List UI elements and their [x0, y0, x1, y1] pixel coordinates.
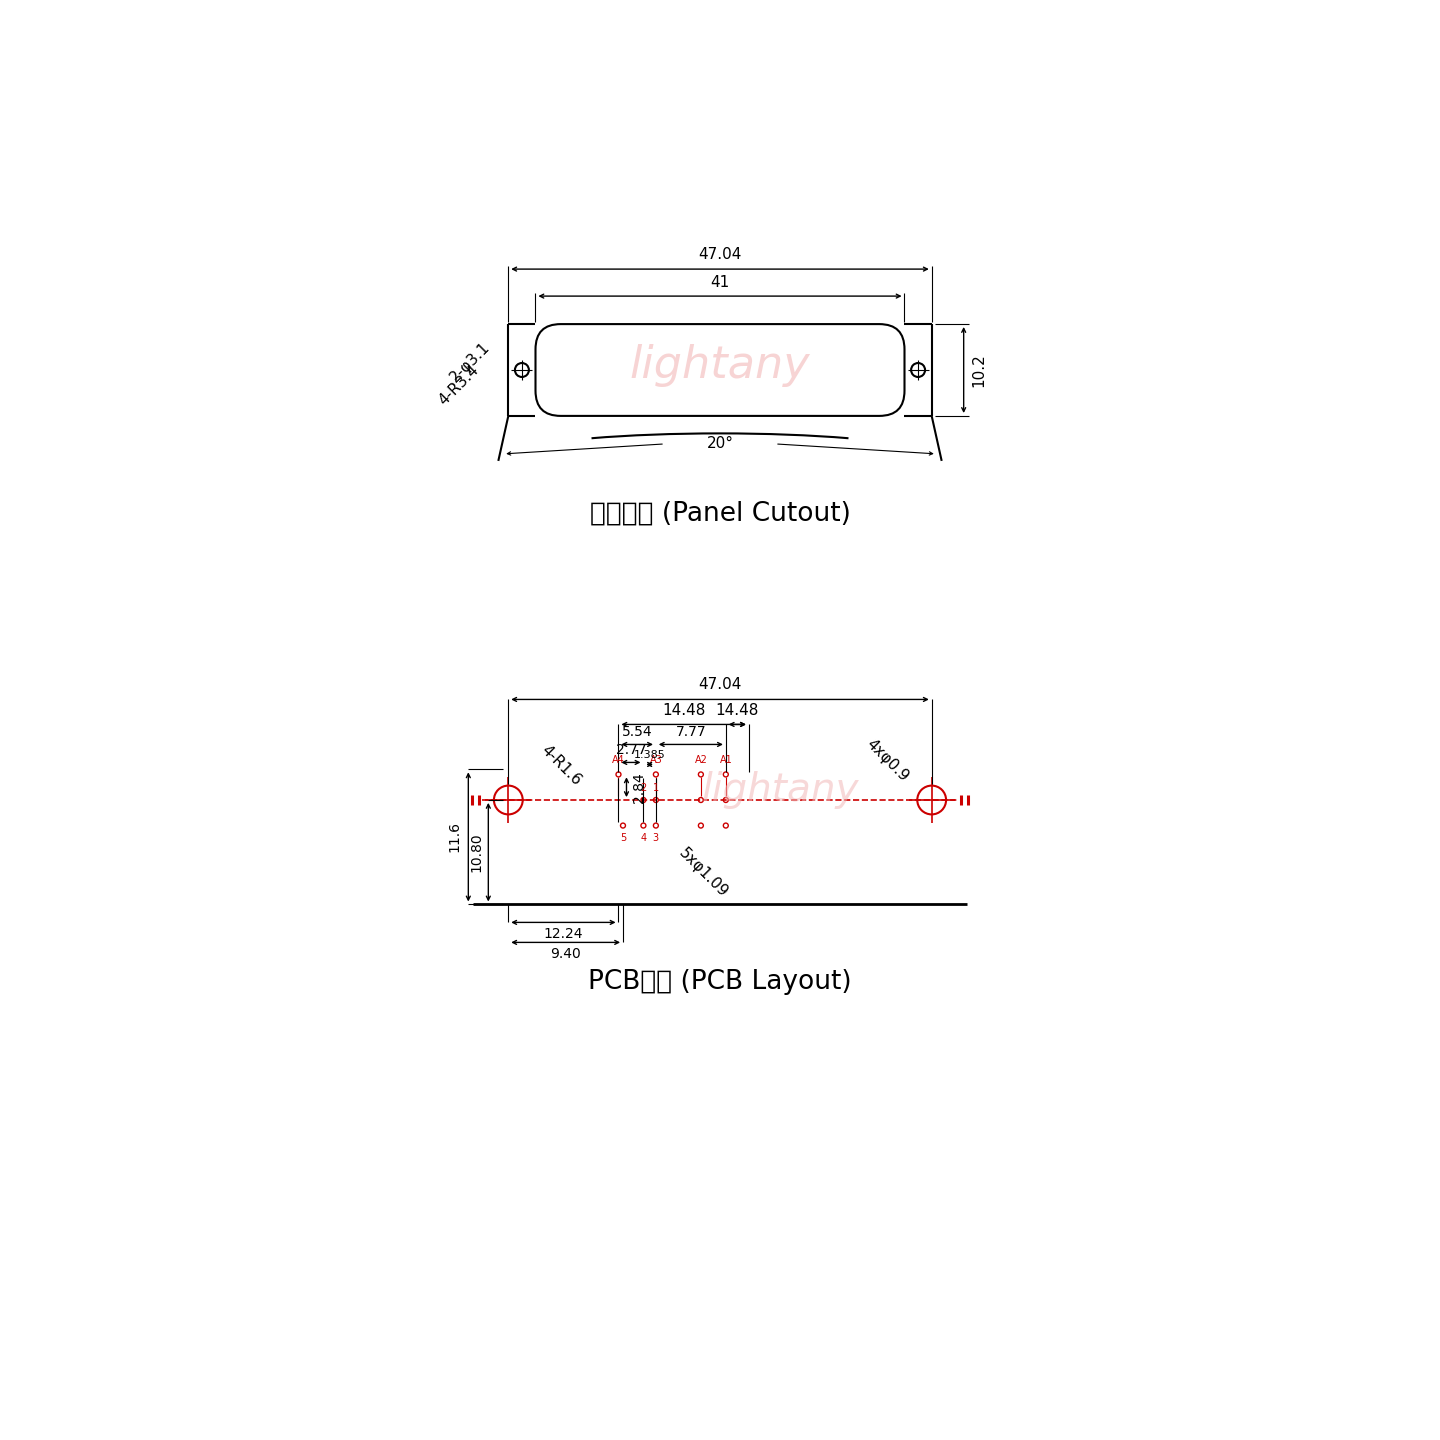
Text: 4-R3.4: 4-R3.4 — [435, 361, 481, 408]
Text: 12.24: 12.24 — [544, 927, 583, 942]
Text: 1: 1 — [652, 782, 660, 792]
Text: 14.48: 14.48 — [662, 704, 706, 719]
Text: 47.04: 47.04 — [698, 248, 742, 262]
Text: A1: A1 — [720, 755, 732, 765]
Text: A4: A4 — [612, 755, 625, 765]
Text: 20°: 20° — [707, 436, 733, 451]
Text: 4xφ0.9: 4xφ0.9 — [864, 736, 912, 783]
Text: 2: 2 — [641, 782, 647, 792]
Text: lightany: lightany — [629, 344, 811, 386]
Text: 4: 4 — [641, 832, 647, 842]
Text: 14.48: 14.48 — [716, 704, 759, 719]
Text: PCB布局 (PCB Layout): PCB布局 (PCB Layout) — [588, 969, 852, 995]
Text: 2.77: 2.77 — [616, 743, 647, 757]
Text: 9.40: 9.40 — [550, 948, 580, 962]
Text: A3: A3 — [649, 755, 662, 765]
Text: 5: 5 — [619, 832, 626, 842]
Text: 面板开孔 (Panel Cutout): 面板开孔 (Panel Cutout) — [589, 501, 851, 527]
Text: 3: 3 — [652, 832, 660, 842]
Text: 10.2: 10.2 — [972, 353, 986, 387]
Text: 5.54: 5.54 — [622, 726, 652, 740]
Text: 41: 41 — [710, 275, 730, 289]
Text: A2: A2 — [694, 755, 707, 765]
Text: 2-φ3.1: 2-φ3.1 — [448, 340, 494, 384]
Text: 2.84: 2.84 — [632, 772, 647, 802]
Text: 1.385: 1.385 — [634, 750, 665, 760]
Text: 47.04: 47.04 — [698, 677, 742, 693]
Text: lightany: lightany — [701, 770, 858, 809]
Text: 11.6: 11.6 — [448, 821, 461, 852]
Text: 4-R1.6: 4-R1.6 — [539, 742, 585, 788]
Text: 7.77: 7.77 — [675, 726, 706, 740]
Text: 10.80: 10.80 — [469, 832, 484, 873]
Text: 5xφ1.09: 5xφ1.09 — [675, 845, 730, 900]
